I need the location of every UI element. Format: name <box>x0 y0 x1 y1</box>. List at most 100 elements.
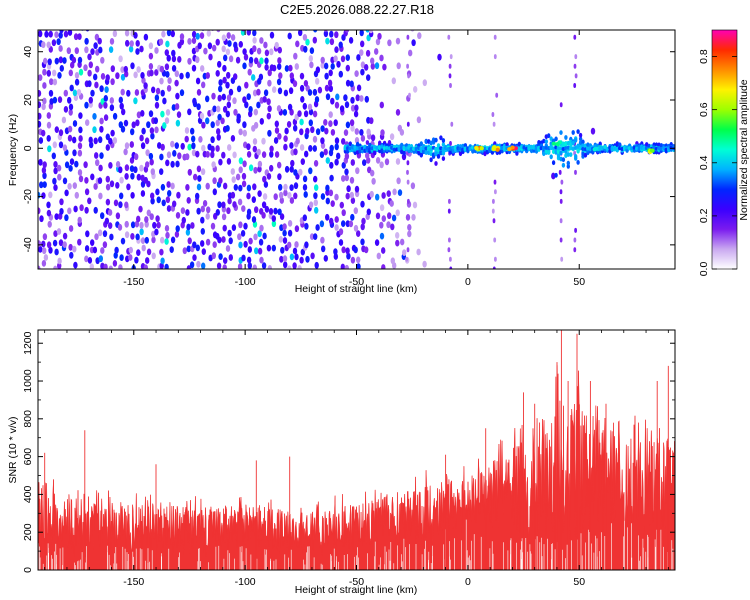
spectrogram-cell <box>364 64 369 71</box>
spectrogram-cell <box>495 92 499 98</box>
spectrogram-cell <box>309 233 315 241</box>
spectrogram-cell <box>573 83 577 88</box>
spectrogram-cell <box>166 30 172 37</box>
spectrogram-cell <box>294 63 299 70</box>
spectrogram-cell <box>364 246 369 254</box>
spectrogram-cell <box>72 89 78 97</box>
spectrogram-cell <box>59 65 64 72</box>
spectrogram-cell <box>68 69 74 77</box>
spectrogram-cell <box>320 137 325 145</box>
spectrogram-cell <box>441 156 446 162</box>
spectrogram-cell <box>292 247 298 255</box>
spectrogram-cell <box>341 162 346 169</box>
spectrogram-cell <box>68 243 73 251</box>
spectrogram-cell <box>56 38 61 46</box>
spectrogram-cell <box>618 142 622 148</box>
spectrogram-cell <box>78 126 83 134</box>
spectrogram-cell <box>105 144 111 151</box>
spectrogram-cell <box>300 158 305 166</box>
spectrogram-cell <box>391 77 396 85</box>
spectrogram-cell <box>283 261 288 269</box>
spectrogram-cell <box>293 182 299 190</box>
spectrogram-cell <box>181 216 186 224</box>
spectrogram-cell <box>356 256 361 264</box>
spectrogram-cell <box>493 237 497 243</box>
spectrogram-cell <box>200 240 205 247</box>
spectrogram-cell <box>206 206 211 214</box>
spectrogram-cell <box>135 119 140 127</box>
spectrogram-cell <box>141 244 146 252</box>
spectrogram-cell <box>282 229 287 237</box>
spectrogram-cell <box>379 101 384 109</box>
spectrogram-cell <box>180 142 185 150</box>
spectrogram-cell <box>382 63 387 71</box>
spectrogram-cell <box>324 84 330 92</box>
spectrogram-cell <box>349 191 354 199</box>
spectrogram-cell <box>220 117 225 125</box>
spectrogram-cell <box>90 173 95 181</box>
spectrogram-cell <box>411 39 416 47</box>
spectrogram-cell <box>492 266 496 269</box>
spectrogram-cell <box>448 73 452 79</box>
spectrogram-cell <box>196 165 202 173</box>
spectrogram-cell <box>369 117 374 125</box>
spectrogram-cell <box>259 118 264 125</box>
spectrogram-cell <box>298 168 303 176</box>
spectrogram-cell <box>38 137 44 144</box>
spectrogram-cell <box>560 256 564 262</box>
spectrogram-cell <box>406 169 409 175</box>
spectrogram-cell <box>256 148 261 156</box>
spectrogram-cell <box>343 94 348 102</box>
spectrogram-cell <box>314 261 319 269</box>
spectrogram-cell <box>323 255 328 262</box>
snr-x-axis-label: Height of straight line (km) <box>295 584 418 596</box>
spectrogram-cell <box>215 145 220 152</box>
spectrogram-cell <box>77 216 82 224</box>
spectrogram-panel: -150 -100 -50 0 50 -40 -20 0 20 40 Height of str… <box>7 29 676 295</box>
spectrogram-cell <box>205 151 210 158</box>
spectrogram-cell <box>578 136 583 142</box>
spectrogram-cell <box>136 215 141 223</box>
spectrogram-cell <box>88 61 94 69</box>
spectrogram-cell <box>191 149 197 157</box>
spectrogram-cell <box>277 46 282 54</box>
spectrogram-cell <box>215 70 220 77</box>
spectrogram-cell <box>410 30 415 32</box>
colorbar-label: Normalized spectral amplitude <box>738 79 750 220</box>
spectrogram-cell <box>439 135 443 141</box>
snr-y-axis: 0 200 400 600 800 1000 1200 <box>22 331 675 573</box>
spectrogram-cell <box>218 85 223 93</box>
spectrogram-cell <box>238 184 243 192</box>
spectrogram-cell <box>293 124 298 132</box>
spectrogram-cell <box>297 110 302 117</box>
spectrogram-cell <box>192 241 197 249</box>
spectrogram-cell <box>124 30 130 37</box>
spectrogram-cell <box>292 262 297 269</box>
spectrogram-cell <box>74 47 80 55</box>
spectrogram-cell <box>282 255 288 263</box>
spectrogram-cell <box>47 220 52 228</box>
spectrogram-cell <box>360 238 365 246</box>
spectrogram-cell <box>57 173 62 181</box>
spectrogram-cell <box>395 109 401 116</box>
spectrogram-cell <box>42 172 47 180</box>
spectrogram-cell <box>48 191 53 199</box>
spectrogram-cell <box>149 213 154 221</box>
spectrogram-cell <box>395 37 401 45</box>
spectrogram-cell <box>78 135 83 142</box>
spectrogram-cell <box>222 105 228 113</box>
spectrogram-cell <box>143 176 148 184</box>
spectrogram-cell <box>179 38 185 46</box>
spectrogram-cell <box>273 207 278 215</box>
spectrogram-cell <box>235 173 241 181</box>
spectrogram-cell <box>243 240 248 248</box>
spectrogram-cell <box>149 69 154 77</box>
spectrogram-cell <box>299 118 304 126</box>
spectrogram-cell <box>191 64 197 72</box>
spectrogram-cell <box>356 54 361 61</box>
spectrogram-cell <box>154 228 159 236</box>
spectrogram-cell <box>41 166 47 174</box>
spectrogram-cell <box>350 159 355 166</box>
spectrogram-cell <box>135 233 140 241</box>
spectrogram-cell <box>164 63 170 71</box>
